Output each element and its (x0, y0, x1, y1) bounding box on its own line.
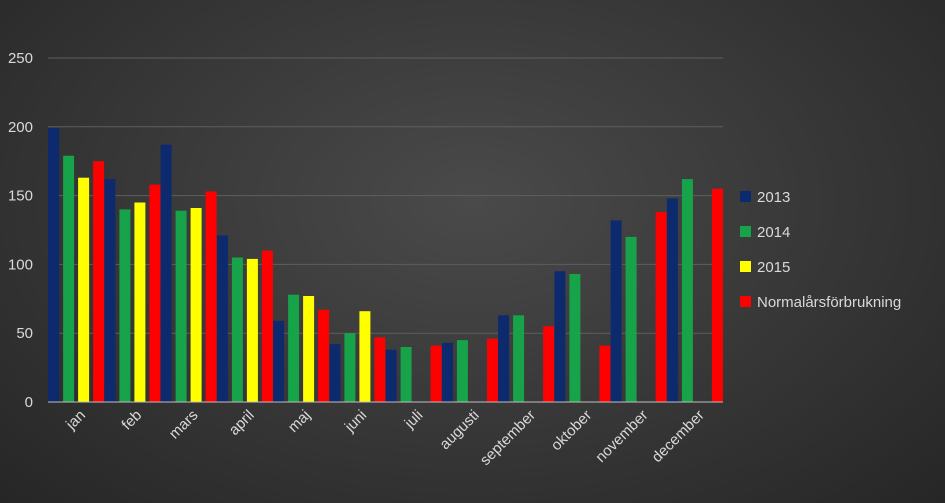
bar-normalårsförbrukning-mars (205, 191, 217, 402)
bar-2015-mars (190, 208, 202, 402)
bar-2013-feb (104, 179, 116, 402)
legend-swatch (740, 226, 751, 237)
bars (48, 128, 723, 402)
y-tick-label: 200 (8, 119, 33, 136)
x-tick-label: maj (285, 407, 314, 436)
bar-2014-mars (175, 210, 187, 402)
bar-2013-april (216, 235, 228, 402)
legend-label: 2014 (757, 224, 790, 241)
x-tick-label: augusti (436, 407, 482, 453)
bar-2013-juli (385, 349, 397, 402)
bar-2015-juni (359, 311, 371, 402)
bar-normalårsförbrukning-december (711, 188, 723, 402)
bar-2013-maj (273, 320, 285, 402)
legend-swatch (740, 191, 751, 202)
bar-normalårsförbrukning-oktober (599, 345, 611, 402)
x-tick-label: juli (401, 407, 427, 433)
bar-normalårsförbrukning-september (543, 326, 555, 402)
y-tick-label: 0 (25, 394, 33, 411)
y-tick-label: 250 (8, 50, 33, 67)
legend-label: 2015 (757, 259, 790, 276)
bar-2014-november (625, 236, 637, 402)
bar-2013-augusti (441, 342, 453, 402)
bar-2013-juni (329, 344, 341, 402)
bar-normalårsförbrukning-juni (374, 337, 386, 402)
gridlines (48, 57, 723, 334)
bar-2013-november (610, 220, 622, 402)
bar-normalårsförbrukning-juli (430, 345, 442, 402)
bar-2014-augusti (456, 340, 468, 402)
legend-label: 2013 (757, 189, 790, 206)
legend-swatch (740, 261, 751, 272)
bar-2014-juli (400, 347, 412, 402)
bar-2015-feb (134, 202, 146, 402)
bar-2014-jan (63, 155, 75, 402)
x-tick-label: juni (341, 407, 370, 436)
legend: 2013 2014 2015 Normalårsförbrukning (740, 189, 901, 311)
x-tick-label: december (649, 407, 708, 466)
bar-2015-jan (78, 177, 90, 402)
x-tick-label: mars (166, 407, 202, 443)
x-tick-label: oktober (548, 407, 595, 454)
bar-normalårsförbrukning-augusti (486, 338, 498, 402)
bar-2014-maj (288, 294, 300, 402)
x-tick-label: september (477, 407, 539, 469)
bar-2014-september (513, 315, 525, 402)
bar-normalårsförbrukning-jan (93, 161, 105, 402)
bar-normalårsförbrukning-november (655, 212, 667, 402)
y-tick-label: 150 (8, 188, 33, 205)
bar-2013-september (498, 315, 510, 402)
bar-normalårsförbrukning-feb (149, 184, 161, 402)
y-tick-label: 100 (8, 256, 33, 273)
x-tick-label: april (226, 407, 258, 439)
bar-2014-december (681, 179, 693, 402)
bar-2013-mars (160, 144, 172, 402)
x-tick-label: feb (118, 407, 145, 434)
bar-2014-feb (119, 209, 131, 402)
x-tick-label: november (592, 407, 651, 466)
bar-2013-jan (48, 128, 60, 402)
bar-normalårsförbrukning-april (261, 250, 273, 402)
legend-swatch (740, 296, 751, 307)
bar-normalårsförbrukning-maj (318, 309, 330, 402)
legend-label: Normalårsförbrukning (757, 294, 901, 311)
bar-2014-oktober (569, 274, 581, 402)
y-tick-label: 50 (16, 325, 33, 342)
x-tick-label: jan (62, 407, 89, 434)
y-axis-ticks: 0 50 100 150 200 250 (8, 50, 33, 411)
bar-2015-maj (303, 296, 315, 402)
bar-2014-juni (344, 333, 356, 402)
bar-2013-oktober (554, 271, 566, 402)
bar-2013-december (666, 198, 678, 402)
bar-2015-april (246, 258, 258, 402)
x-axis-ticks: jan feb mars april maj juni juli augustiseptemb… (62, 407, 708, 469)
bar-2014-april (231, 257, 243, 402)
